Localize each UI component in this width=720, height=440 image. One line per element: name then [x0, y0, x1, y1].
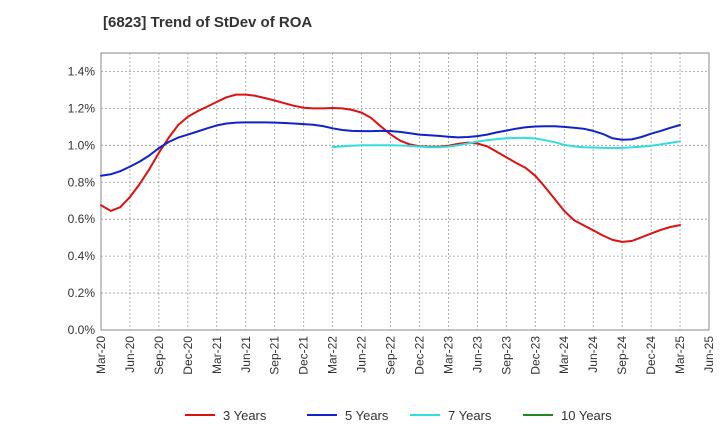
legend-label: 3 Years [223, 408, 267, 423]
legend-label: 10 Years [561, 408, 612, 423]
x-tick-label: Jun-24 [586, 336, 600, 373]
x-tick-label: Jun-25 [702, 336, 716, 373]
x-tick-label: Sep-24 [615, 336, 629, 375]
x-tick-label: Sep-22 [384, 336, 398, 375]
y-axis: 0.0% 0.2% 0.4% 0.6% 0.8% 1.0% 1.2% 1.4% [68, 64, 96, 337]
y-tick-label: 0.6% [68, 212, 96, 226]
series-layer [100, 93, 681, 243]
y-tick-label: 1.2% [68, 101, 96, 115]
x-tick-label: Jun-23 [470, 336, 484, 373]
chart-title: [6823] Trend of StDev of ROA [103, 14, 313, 31]
y-tick-label: 0.8% [68, 175, 96, 189]
y-tick-label: 1.0% [68, 138, 96, 152]
y-tick-label: 0.0% [68, 323, 96, 337]
x-tick-label: Jun-22 [355, 336, 369, 373]
legend: 3 Years 5 Years 7 Years 10 Years [185, 408, 612, 423]
x-tick-label: Mar-20 [94, 336, 108, 374]
x-tick-label: Mar-23 [441, 336, 455, 374]
legend-label: 7 Years [448, 408, 492, 423]
x-tick-label: Mar-25 [673, 336, 687, 374]
x-tick-label: Jun-20 [123, 336, 137, 373]
x-tick-label: Mar-24 [557, 336, 571, 374]
x-tick-label: Mar-22 [326, 336, 340, 374]
plot-area [100, 52, 710, 331]
y-tick-label: 1.4% [68, 64, 96, 78]
x-tick-label: Sep-23 [499, 336, 513, 375]
x-tick-label: Sep-20 [152, 336, 166, 375]
x-tick-label: Dec-24 [644, 336, 658, 375]
series-line-5-years [100, 121, 681, 177]
x-tick-label: Dec-22 [412, 336, 426, 375]
x-tick-label: Jun-21 [239, 336, 253, 373]
series-line-3-years [100, 93, 681, 243]
x-tick-label: Dec-23 [528, 336, 542, 375]
y-tick-label: 0.2% [68, 286, 96, 300]
x-tick-label: Dec-21 [297, 336, 311, 375]
series-line-7-years [331, 136, 681, 150]
legend-label: 5 Years [345, 408, 389, 423]
x-axis: Mar-20 Jun-20 Sep-20 Dec-20 Mar-21 Jun-21 Sep-… [94, 336, 716, 375]
x-tick-label: Mar-21 [210, 336, 224, 374]
x-tick-label: Dec-20 [181, 336, 195, 375]
x-tick-label: Sep-21 [268, 336, 282, 375]
y-tick-label: 0.4% [68, 249, 96, 263]
